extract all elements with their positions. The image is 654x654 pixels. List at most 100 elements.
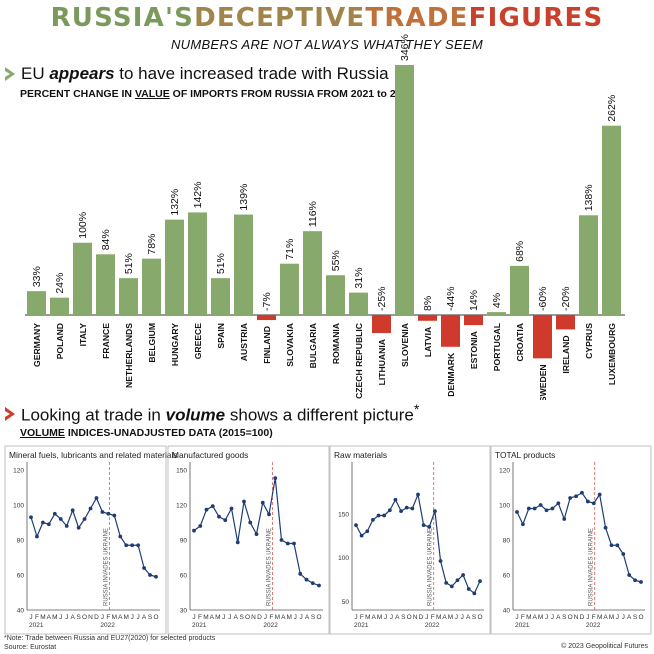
x-tick-label: A [305, 614, 310, 621]
line-chart-title: Mineral fuels, lubricants and related ma… [9, 450, 178, 460]
x-tick-label: O [316, 614, 321, 621]
data-point [433, 509, 437, 514]
x-tick-label: A [395, 614, 400, 621]
title-part-3: TRADE [365, 3, 469, 33]
data-point [416, 492, 420, 497]
x-tick-label: A [603, 614, 608, 621]
x-tick-label: J [551, 614, 554, 621]
x-tick-label: A [556, 614, 561, 621]
data-point [591, 501, 596, 506]
section1-heading-pre: EU [21, 64, 50, 83]
data-point [438, 559, 443, 563]
year-label: 2021 [29, 622, 44, 629]
y-tick-label: 60 [180, 573, 188, 580]
data-point [70, 508, 75, 513]
bar-category-label: FRANCE [101, 323, 111, 359]
bar-category-label: LUXEMBOURG [607, 323, 617, 385]
data-point [192, 528, 196, 533]
bar-category-label: CYPRUS [584, 323, 594, 359]
data-point [106, 511, 111, 516]
line-panel-frame [167, 445, 330, 635]
bar-portugal [487, 312, 506, 315]
data-point [472, 591, 477, 596]
bar-category-label: IRELAND [561, 335, 571, 373]
data-point [285, 541, 290, 546]
data-point [35, 534, 39, 539]
x-tick-label: J [294, 614, 297, 621]
data-point [64, 524, 69, 528]
line-panel-frame [4, 445, 167, 635]
bar-category-label: SPAIN [216, 323, 226, 349]
data-point [544, 508, 549, 513]
bar-croatia [510, 265, 529, 315]
bar-value-label: 31% [353, 268, 365, 289]
x-tick-label: M [215, 614, 220, 621]
x-tick-label: M [609, 614, 614, 621]
section2-sub-underlined: VOLUME [20, 427, 65, 439]
data-point [615, 543, 620, 548]
x-tick-label: M [287, 614, 292, 621]
x-tick-label: J [222, 614, 225, 621]
y-tick-label: 40 [17, 608, 25, 615]
bar-category-label: POLAND [55, 323, 65, 359]
bar-value-label: 55% [330, 250, 342, 271]
bar-category-label: GERMANY [32, 323, 42, 367]
data-point [387, 508, 392, 513]
bar-germany [27, 291, 46, 315]
year-label: 2021 [515, 622, 530, 629]
data-point [298, 571, 303, 576]
data-point [526, 506, 531, 511]
data-point [52, 511, 57, 516]
bar-value-label: 51% [215, 253, 227, 274]
year-label: 2022 [586, 622, 601, 629]
x-tick-label: F [198, 614, 202, 621]
data-point [609, 543, 614, 548]
x-tick-label: A [442, 614, 447, 621]
data-point [279, 538, 284, 542]
bar-value-label: 116% [307, 201, 319, 227]
data-point [478, 579, 482, 584]
data-point [354, 523, 358, 528]
bar-value-label: 68% [514, 241, 526, 262]
x-tick-label: A [142, 614, 147, 621]
bar-category-label: AUSTRIA [239, 323, 249, 361]
section1-subheading: PERCENT CHANGE IN VALUE OF IMPORTS FROM … [20, 88, 413, 100]
invasion-annotation: RUSSIA INVADES UKRAINE [428, 528, 434, 606]
data-point [304, 577, 309, 582]
x-tick-label: J [264, 614, 267, 621]
bar-netherlands [119, 278, 138, 315]
bar-hungary [165, 219, 184, 315]
year-label: 2021 [354, 622, 369, 629]
data-point [217, 514, 221, 519]
bar-category-label: BELGIUM [147, 323, 157, 363]
bar-value-label: 8% [422, 296, 434, 311]
x-tick-label: A [372, 614, 377, 621]
y-tick-label: 80 [503, 538, 511, 545]
data-point [382, 513, 387, 518]
bar-denmark [441, 315, 460, 347]
x-tick-label: J [622, 614, 625, 621]
x-tick-label: F [431, 614, 435, 621]
y-tick-label: 50 [342, 599, 350, 606]
y-tick-label: 100 [338, 555, 349, 562]
series-line [30, 496, 157, 578]
section2-heading-em: volume [165, 405, 226, 425]
x-tick-label: M [448, 614, 453, 621]
y-tick-label: 40 [503, 608, 511, 615]
x-tick-label: A [281, 614, 286, 621]
section1-heading: EU appears to have increased trade with … [4, 64, 389, 84]
data-point [248, 520, 253, 525]
bar-ireland [556, 315, 575, 330]
x-tick-label: J [131, 614, 134, 621]
data-point [515, 510, 519, 514]
x-tick-label: F [35, 614, 39, 621]
x-tick-label: M [377, 614, 382, 621]
x-tick-label: O [568, 614, 573, 621]
bar-value-label: -60% [537, 286, 549, 311]
data-point [142, 566, 146, 570]
bar-category-label: LATVIA [423, 327, 433, 357]
bar-romania [326, 275, 345, 315]
bar-value-label: 71% [284, 239, 296, 260]
main-title: RUSSIA'S DECEPTIVE TRADE FIGURES [0, 3, 654, 33]
data-point [29, 515, 33, 520]
